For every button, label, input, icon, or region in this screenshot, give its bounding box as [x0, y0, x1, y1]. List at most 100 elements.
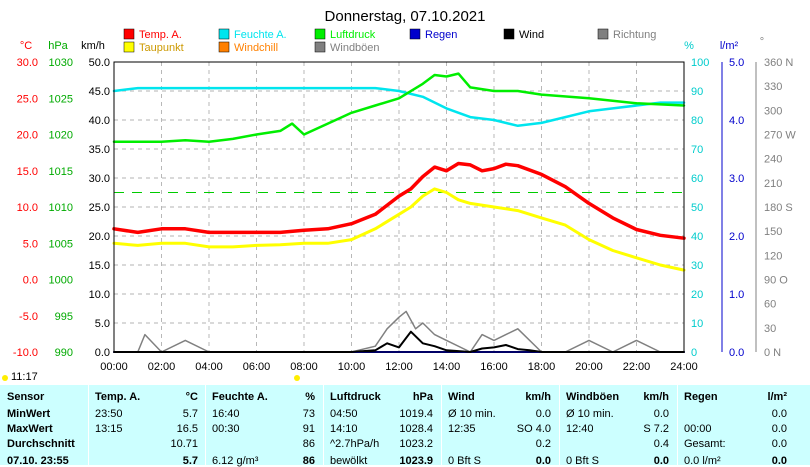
tick-time-2: 04:00: [195, 361, 223, 373]
tick-press-0: 1030: [49, 57, 73, 69]
hum-row-3-label: 6.12 g/m³: [212, 455, 259, 467]
tick-dir-10: 60: [764, 299, 776, 311]
temp-row-3-value: 5.7: [182, 455, 198, 467]
row-label-min: MinWert: [7, 408, 51, 420]
tick-dir-8: 120: [764, 250, 782, 262]
tick-time-8: 16:00: [480, 361, 508, 373]
tick-temp-4: 10.0: [17, 202, 38, 214]
legend-swatch-4: [503, 28, 515, 40]
tick-press-3: 1015: [49, 166, 73, 178]
temp-row-1-value: 16.5: [176, 423, 198, 435]
press-row-1-value: 1028.4: [399, 423, 433, 435]
tick-dir-0: 360 N: [764, 57, 793, 69]
tick-rain-2: 3.0: [729, 173, 744, 185]
unit-label-5: °: [760, 36, 764, 48]
hum-row-1-value: 91: [302, 423, 315, 435]
tick-wind-6: 20.0: [89, 231, 110, 243]
tick-hum-8: 20: [691, 289, 703, 301]
wind-row-2-value: 0.2: [535, 438, 551, 450]
press-row-0-label: 04:50: [330, 408, 358, 420]
series-line-feuchte-a-: [112, 86, 686, 128]
wind-unit: km/h: [525, 391, 551, 403]
tick-temp-7: -5.0: [19, 311, 38, 323]
chart-title: Donnerstag, 07.10.2021: [325, 8, 486, 25]
tick-rain-4: 1.0: [729, 289, 744, 301]
tick-hum-7: 30: [691, 260, 703, 272]
tick-rain-3: 2.0: [729, 231, 744, 243]
row-label-current: 07.10. 23:55: [7, 455, 69, 467]
gust-row-3-value: 0.0: [653, 455, 669, 467]
tick-temp-6: 0.0: [23, 275, 38, 287]
series-line-taupunkt: [112, 187, 686, 272]
tick-wind-9: 5.0: [95, 318, 110, 330]
legend-label-7: Windchill: [234, 42, 278, 54]
tick-time-10: 20:00: [575, 361, 603, 373]
col-hum: [205, 385, 324, 465]
rain-row-2-value: 0.0: [771, 438, 787, 450]
rain-unit: l/m²: [767, 391, 787, 403]
rain-row-3-value: 0.0: [771, 455, 787, 467]
hum-row-1-label: 00:30: [212, 423, 240, 435]
temp-unit: °C: [185, 391, 198, 403]
press-row-3-label: bewölkt: [330, 455, 368, 467]
tick-rain-5: 0.0: [729, 347, 744, 359]
gust-row-0-label: Ø 10 min.: [566, 408, 614, 420]
tick-press-2: 1020: [49, 130, 73, 142]
tick-time-6: 12:00: [385, 361, 413, 373]
press-row-1-label: 14:10: [330, 423, 358, 435]
tick-time-11: 22:00: [623, 361, 651, 373]
gust-row-2-value: 0.4: [653, 438, 669, 450]
rain-row-1-label: 00:00: [684, 423, 712, 435]
legend-label-2: Luftdruck: [330, 29, 376, 41]
legend-label-5: Richtung: [613, 29, 656, 41]
press-row-2-value: 1023.2: [399, 438, 433, 450]
tick-dir-11: 30: [764, 323, 776, 335]
tick-temp-1: 25.0: [17, 93, 38, 105]
tick-temp-5: 5.0: [23, 238, 38, 250]
legend-swatch-3: [409, 28, 421, 40]
wind-row-0-value: 0.0: [535, 408, 551, 420]
legend-swatch-0: [123, 28, 135, 40]
wind-row-1-label: 12:35: [448, 423, 476, 435]
tick-hum-10: 0: [691, 347, 697, 359]
wind-header: Wind: [448, 391, 475, 403]
legend-swatch-2: [314, 28, 326, 40]
tick-temp-8: -10.0: [13, 347, 38, 359]
legend-swatch-1: [218, 28, 230, 40]
legend-label-8: Windböen: [330, 42, 380, 54]
tick-dir-2: 300: [764, 105, 782, 117]
tick-temp-3: 15.0: [17, 166, 38, 178]
tick-time-12: 24:00: [670, 361, 698, 373]
tick-dir-9: 90 O: [764, 275, 788, 287]
temp-row-1-label: 13:15: [95, 423, 123, 435]
row-label-avg: Durchschnitt: [7, 438, 75, 450]
tick-time-5: 10:00: [338, 361, 366, 373]
col-press: [323, 385, 442, 465]
tick-dir-4: 240: [764, 154, 782, 166]
hum-row-2-value: 86: [302, 438, 315, 450]
wind-row-3-value: 0.0: [535, 455, 551, 467]
tick-temp-0: 30.0: [17, 57, 38, 69]
unit-label-0: °C: [20, 40, 32, 52]
tick-press-8: 990: [55, 347, 73, 359]
tick-dir-1: 330: [764, 81, 782, 93]
unit-label-1: hPa: [48, 40, 68, 52]
col-wind: [441, 385, 560, 465]
col-temp: [88, 385, 206, 465]
press-row-2-label: ^2.7hPa/h: [330, 438, 380, 450]
tick-hum-3: 70: [691, 144, 703, 156]
tick-dir-6: 180 S: [764, 202, 793, 214]
tick-time-0: 00:00: [100, 361, 128, 373]
tick-wind-10: 0.0: [95, 347, 110, 359]
temp-row-0-value: 5.7: [182, 408, 198, 420]
unit-label-2: km/h: [81, 40, 105, 52]
tick-wind-0: 50.0: [89, 57, 110, 69]
tick-hum-6: 40: [691, 231, 703, 243]
tick-wind-2: 40.0: [89, 115, 110, 127]
temp-row-0-label: 23:50: [95, 408, 123, 420]
tick-time-3: 06:00: [243, 361, 271, 373]
temp-row-2-value: 10.71: [170, 438, 198, 450]
unit-label-4: l/m²: [720, 40, 739, 52]
tick-wind-8: 10.0: [89, 289, 110, 301]
tick-rain-1: 4.0: [729, 115, 744, 127]
